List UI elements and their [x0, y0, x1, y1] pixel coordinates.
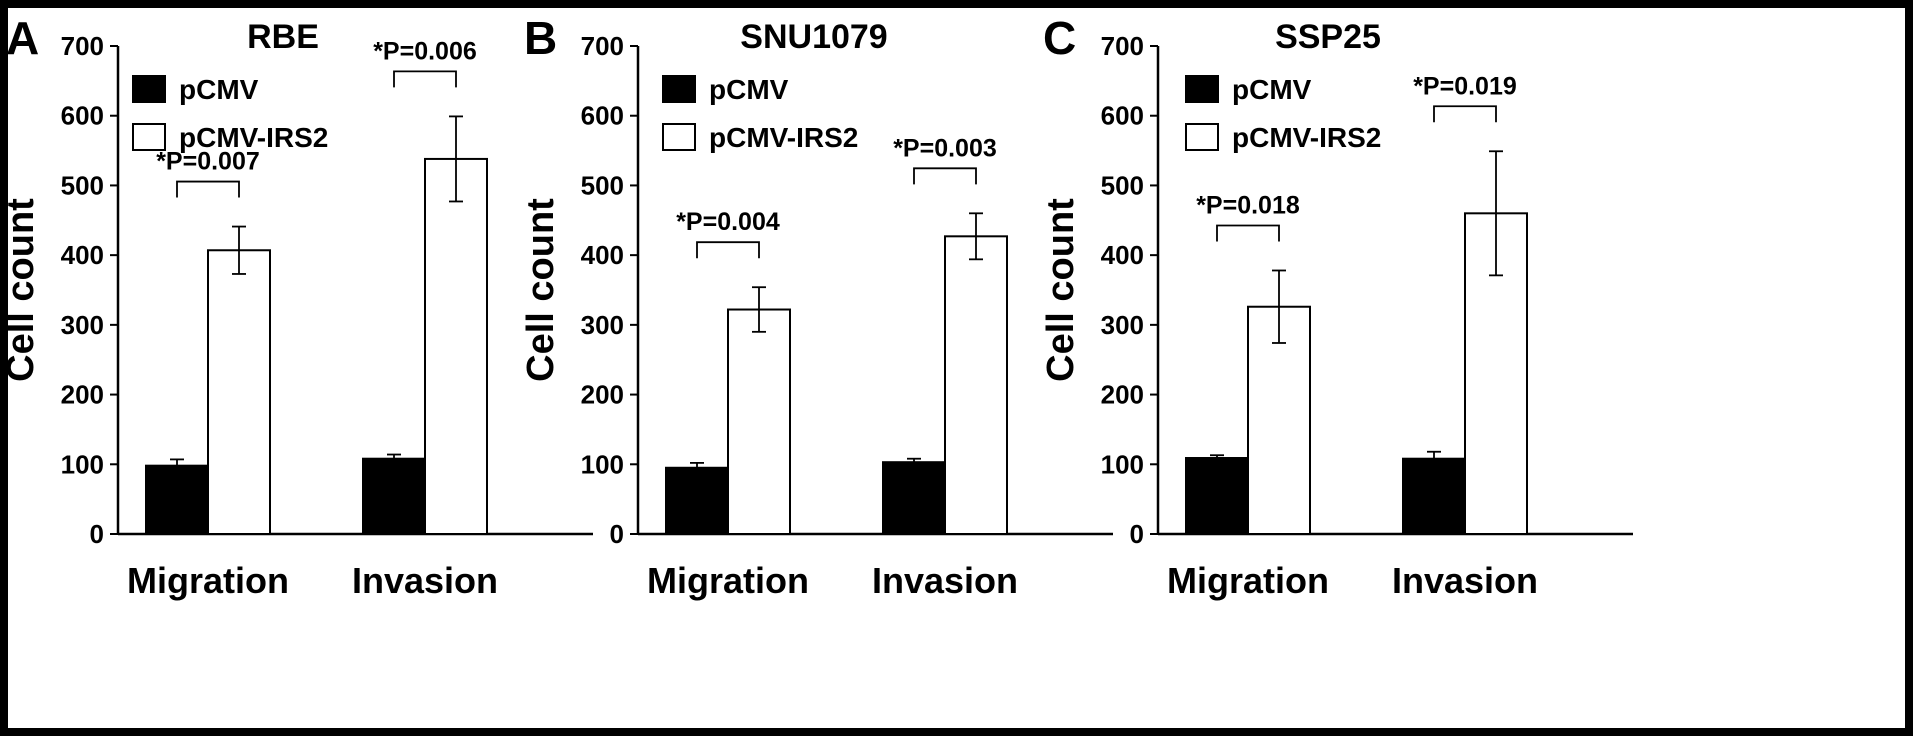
figure-svg: A RBE Cell count 0 100 200 300 400 500 600 700 Migr… — [8, 12, 1633, 601]
y-tick-label: 500 — [1101, 170, 1144, 200]
x-category-label: Invasion — [1392, 560, 1538, 601]
bar-pcmv-migration — [145, 464, 209, 535]
x-category-label: Migration — [647, 560, 809, 601]
legend-label: pCMV — [709, 74, 789, 105]
bar-pcmv-migration — [665, 466, 729, 535]
y-tick-label: 300 — [581, 310, 624, 340]
panel-letter: C — [1043, 12, 1076, 64]
significance-label: *P=0.018 — [1196, 191, 1300, 219]
y-tick-label: 200 — [61, 380, 104, 410]
panel-c: C SSP25 Cell count 0 100 200 300 400 500 600 700 Mi… — [1040, 12, 1633, 601]
bar-pcmv-irs2-invasion — [944, 235, 1008, 535]
significance-bracket — [1433, 105, 1497, 123]
panel-a: A RBE Cell count 0 100 200 300 400 500 600 700 Migr… — [8, 12, 593, 601]
significance-label: *P=0.004 — [676, 208, 780, 236]
y-tick-label: 0 — [90, 519, 104, 549]
y-tick-label: 700 — [1101, 31, 1144, 61]
figure-canvas: A RBE Cell count 0 100 200 300 400 500 600 700 Migr… — [8, 8, 1905, 728]
y-tick-label: 300 — [61, 310, 104, 340]
legend-label: pCMV — [179, 74, 259, 105]
legend-swatch — [1185, 123, 1219, 151]
legend-swatch — [132, 75, 166, 103]
y-tick-label: 600 — [1101, 101, 1144, 131]
y-tick-label: 0 — [610, 519, 624, 549]
y-tick-label: 700 — [61, 31, 104, 61]
legend-label: pCMV-IRS2 — [709, 122, 858, 153]
significance-bracket — [696, 241, 760, 259]
significance-label: *P=0.007 — [156, 148, 260, 176]
panel-title: SNU1079 — [740, 18, 887, 56]
y-tick-label: 500 — [61, 170, 104, 200]
x-category-label: Migration — [1167, 560, 1329, 601]
y-tick-label: 0 — [1130, 519, 1144, 549]
bar-pcmv-invasion — [882, 461, 946, 535]
y-tick-label: 300 — [1101, 310, 1144, 340]
legend-swatch — [132, 123, 166, 151]
legend-swatch — [1185, 75, 1219, 103]
x-category-label: Invasion — [352, 560, 498, 601]
significance-label: *P=0.006 — [373, 37, 477, 65]
y-tick-label: 200 — [581, 380, 624, 410]
panel-letter: B — [524, 12, 557, 64]
bar-pcmv-irs2-migration — [1247, 305, 1311, 535]
y-tick-label: 100 — [61, 449, 104, 479]
bar-pcmv-irs2-invasion — [424, 157, 488, 536]
panel-title: SSP25 — [1275, 18, 1381, 56]
legend-swatch — [662, 75, 696, 103]
y-tick-label: 600 — [61, 101, 104, 131]
significance-bracket — [176, 180, 240, 198]
significance-bracket — [1216, 224, 1280, 242]
panel-title: RBE — [247, 18, 319, 56]
legend-swatch — [662, 123, 696, 151]
y-tick-label: 700 — [581, 31, 624, 61]
significance-label: *P=0.003 — [893, 134, 997, 162]
y-tick-label: 400 — [1101, 240, 1144, 270]
significance-bracket — [913, 167, 977, 185]
y-tick-label: 100 — [581, 449, 624, 479]
significance-label: *P=0.019 — [1413, 72, 1517, 100]
y-tick-label: 500 — [581, 170, 624, 200]
significance-bracket — [393, 70, 457, 88]
legend-label: pCMV-IRS2 — [1232, 122, 1381, 153]
panel-letter: A — [8, 12, 39, 64]
bar-pcmv-invasion — [362, 457, 426, 535]
x-category-label: Invasion — [872, 560, 1018, 601]
y-tick-label: 200 — [1101, 380, 1144, 410]
y-tick-label: 400 — [61, 240, 104, 270]
y-axis-label: Cell count — [520, 198, 562, 382]
legend-label: pCMV-IRS2 — [179, 122, 328, 153]
bar-pcmv-irs2-migration — [207, 249, 271, 536]
legend-label: pCMV — [1232, 74, 1312, 105]
y-tick-label: 600 — [581, 101, 624, 131]
y-axis-label: Cell count — [8, 198, 42, 382]
y-axis-label: Cell count — [1040, 198, 1082, 382]
y-tick-label: 100 — [1101, 449, 1144, 479]
bar-pcmv-invasion — [1402, 457, 1466, 535]
panel-b: B SNU1079 Cell count 0 100 200 300 400 500 600 700… — [520, 12, 1113, 601]
bar-pcmv-migration — [1185, 457, 1249, 535]
bar-pcmv-irs2-migration — [727, 308, 791, 535]
x-category-label: Migration — [127, 560, 289, 601]
y-tick-label: 400 — [581, 240, 624, 270]
